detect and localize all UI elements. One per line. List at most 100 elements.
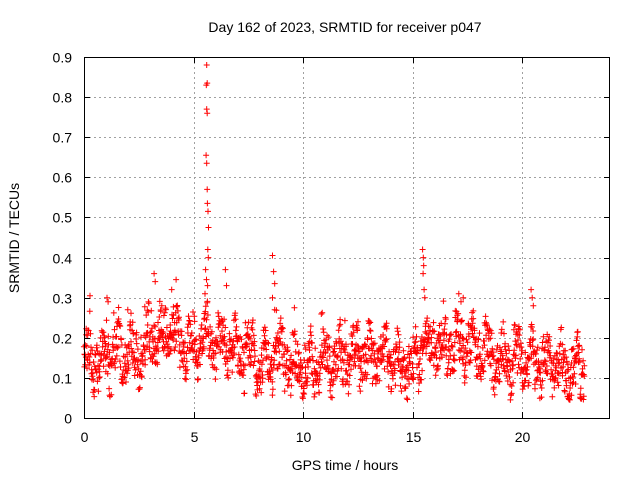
data-point: [454, 316, 461, 323]
data-point: [271, 306, 278, 313]
data-point: [117, 323, 124, 330]
data-point: [554, 379, 561, 386]
x-tick-label: 5: [191, 429, 199, 445]
data-point: [86, 359, 93, 366]
data-point: [274, 365, 281, 372]
data-point: [91, 386, 98, 393]
data-point: [96, 374, 103, 380]
data-point: [460, 354, 466, 361]
data-point: [244, 341, 251, 348]
data-point: [300, 390, 307, 396]
data-point: [561, 388, 568, 395]
data-point: [316, 370, 323, 377]
data-point: [508, 391, 514, 398]
data-point: [204, 282, 211, 289]
data-point: [496, 370, 503, 377]
data-point: [416, 380, 423, 387]
data-point: [418, 376, 425, 383]
data-point: [496, 378, 503, 385]
data-point: [425, 331, 432, 338]
data-point: [547, 343, 554, 349]
data-point: [215, 313, 222, 320]
data-point: [382, 323, 389, 329]
data-point: [251, 358, 258, 365]
data-point: [442, 316, 449, 323]
data-point: [330, 348, 337, 355]
data-point: [277, 315, 284, 322]
data-point: [397, 382, 404, 389]
data-point: [96, 368, 103, 375]
data-point: [249, 317, 256, 324]
data-point: [515, 361, 522, 368]
data-point: [432, 349, 439, 356]
data-point: [487, 362, 494, 369]
data-point: [262, 327, 269, 334]
data-point: [560, 359, 567, 366]
data-point: [338, 365, 345, 372]
y-axis-label: SRMTID / TECUs: [6, 183, 22, 293]
data-point: [279, 324, 285, 331]
data-point: [529, 324, 535, 330]
data-point: [320, 329, 327, 336]
data-point: [115, 343, 122, 350]
data-point: [322, 340, 329, 347]
data-point: [201, 326, 208, 333]
data-point: [182, 370, 189, 377]
data-point: [97, 358, 104, 365]
data-point: [286, 376, 293, 383]
data-point: [190, 348, 197, 355]
data-point: [380, 332, 387, 338]
data-point: [86, 354, 93, 360]
data-point: [498, 348, 505, 355]
data-point: [523, 359, 530, 366]
data-point: [134, 361, 141, 368]
data-point: [124, 306, 131, 313]
data-point: [379, 356, 386, 363]
data-point: [227, 338, 233, 345]
data-point: [245, 319, 252, 326]
data-point: [202, 266, 209, 273]
data-point: [487, 327, 494, 334]
x-tick-label: 10: [296, 429, 312, 445]
data-point: [362, 351, 369, 358]
data-point: [151, 270, 158, 277]
data-point: [340, 376, 346, 383]
data-point: [576, 358, 583, 365]
data-point: [233, 323, 240, 330]
data-point: [468, 349, 475, 356]
data-point: [423, 350, 430, 357]
data-point: [422, 328, 429, 335]
data-point: [196, 333, 203, 339]
data-point: [575, 349, 582, 356]
data-point: [261, 324, 268, 331]
data-point: [255, 373, 262, 380]
data-point: [199, 339, 206, 346]
data-point: [436, 339, 443, 346]
data-point: [168, 346, 174, 352]
data-point: [530, 302, 537, 309]
data-point: [336, 322, 343, 329]
data-point: [296, 378, 303, 385]
data-point: [348, 366, 354, 373]
data-point: [462, 345, 469, 352]
data-point: [503, 350, 510, 357]
data-point: [504, 378, 511, 384]
data-point: [390, 361, 397, 368]
data-point: [259, 375, 266, 382]
data-point: [512, 352, 519, 359]
data-point: [263, 346, 270, 353]
data-point: [484, 348, 491, 355]
data-point: [269, 378, 276, 385]
data-point: [398, 388, 405, 395]
data-point: [330, 349, 337, 356]
data-point: [395, 349, 402, 356]
data-point: [134, 346, 141, 353]
data-point: [348, 354, 355, 361]
data-point: [357, 388, 364, 395]
data-point: [366, 327, 373, 334]
data-point: [368, 335, 375, 342]
data-point: [474, 343, 481, 350]
data-point: [323, 336, 330, 343]
data-point: [470, 315, 477, 322]
data-point: [549, 393, 556, 400]
